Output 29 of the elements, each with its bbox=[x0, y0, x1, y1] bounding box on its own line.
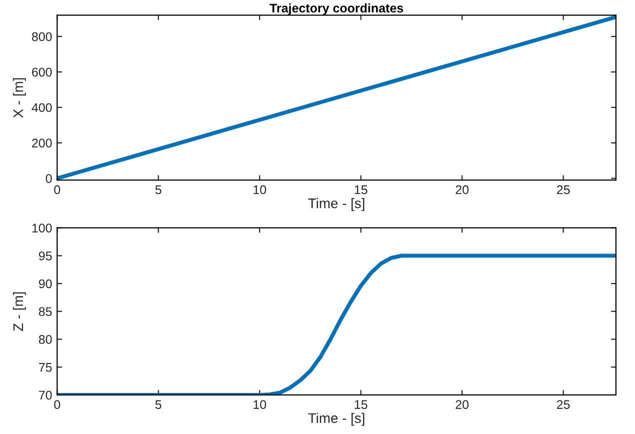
x-tick-label: 10 bbox=[254, 400, 266, 409]
y-tick-label: 85 bbox=[38, 307, 52, 316]
chart-title: Trajectory coordinates bbox=[270, 3, 404, 16]
x-tick-label: 15 bbox=[354, 400, 368, 409]
x-tick-label: 25 bbox=[556, 400, 570, 409]
y-tick-label: 800 bbox=[32, 32, 52, 42]
y-axis-title: X - [m] bbox=[12, 78, 26, 118]
y-tick-label: 80 bbox=[38, 335, 52, 344]
x-tick-label: 20 bbox=[456, 185, 469, 194]
x-tick-label: 5 bbox=[155, 185, 162, 194]
x-axis-title: Time - [s] bbox=[308, 198, 364, 211]
y-tick-label: 75 bbox=[39, 363, 52, 372]
y-tick-label: 100 bbox=[32, 224, 52, 232]
y-tick-label: 0 bbox=[46, 174, 52, 183]
y-tick-label: 200 bbox=[32, 138, 52, 148]
x-tick-label: 0 bbox=[54, 185, 60, 194]
x-tick-label: 0 bbox=[54, 400, 60, 409]
y-tick-label: 70 bbox=[39, 390, 52, 400]
y-axis-title: Z - [m] bbox=[12, 292, 26, 332]
x-tick-label: 5 bbox=[155, 400, 162, 409]
y-tick-label: 600 bbox=[32, 68, 52, 77]
y-tick-label: 95 bbox=[38, 252, 52, 260]
x-tick-label: 10 bbox=[254, 185, 266, 194]
y-tick-label: 90 bbox=[38, 279, 52, 288]
x-tick-label: 20 bbox=[456, 400, 469, 409]
x-axis-title: Time - [s] bbox=[308, 412, 364, 426]
x-tick-label: 15 bbox=[354, 185, 368, 194]
x-tick-label: 25 bbox=[556, 185, 570, 194]
y-tick-label: 400 bbox=[32, 103, 52, 112]
